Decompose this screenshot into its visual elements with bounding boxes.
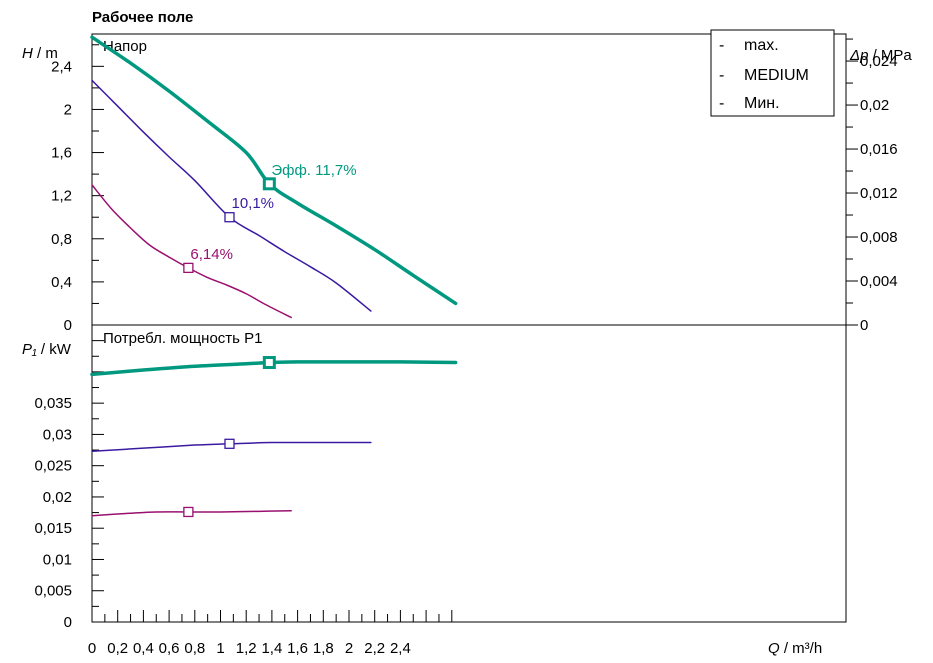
head-axis-label: H / m xyxy=(22,45,58,62)
power-axis-var: P₁ xyxy=(22,341,37,358)
x-axis-unit: / m³/h xyxy=(780,640,823,657)
pressure-tick-label: 0,024 xyxy=(860,53,898,70)
legend: - max. - MEDIUM - Мин. xyxy=(710,29,835,117)
legend-label-medium: MEDIUM xyxy=(744,67,809,84)
head-y-tick-label: 0,8 xyxy=(51,231,72,248)
legend-dash-min: - xyxy=(719,95,724,112)
power-operating-point-max xyxy=(262,356,276,370)
head-y-tick-label: 1,2 xyxy=(51,188,72,205)
power-axis-label: P₁ / kW xyxy=(22,341,72,358)
head-operating-point-min xyxy=(183,262,194,274)
pressure-axis-var: Δp xyxy=(849,47,868,64)
pressure-tick-label: 0,02 xyxy=(860,97,889,114)
pressure-tick-label: 0,004 xyxy=(860,273,898,290)
pressure-tick-label: 0,008 xyxy=(860,229,898,246)
x-tick-label: 0,4 xyxy=(133,640,154,657)
head-efficiency-label-medium: 10,1% xyxy=(231,195,274,212)
head-axis-var: H xyxy=(22,45,33,62)
power-operating-point-medium xyxy=(224,438,235,449)
power-axis-unit: / kW xyxy=(37,341,72,358)
x-axis-label: Q / m³/h xyxy=(768,640,822,657)
head-y-tick-label: 2,4 xyxy=(51,58,72,75)
power-y-tick-label: 0,025 xyxy=(34,458,72,475)
x-tick-label: 0,6 xyxy=(159,640,180,657)
head-operating-point-max xyxy=(262,177,276,191)
head-y-tick-label: 1,6 xyxy=(51,145,72,162)
power-panel-title: Потребл. мощность P1 xyxy=(103,330,263,347)
head-y-tick-label: 0,4 xyxy=(51,274,72,291)
legend-label-max: max. xyxy=(744,37,779,54)
power-y-tick-label: 0,01 xyxy=(43,551,72,568)
x-tick-label: 0,8 xyxy=(184,640,205,657)
legend-dash-medium: - xyxy=(719,67,724,84)
power-panel-frame xyxy=(91,324,847,623)
x-tick-label: 1 xyxy=(216,640,224,657)
x-tick-label: 2,4 xyxy=(390,640,411,657)
head-efficiency-label-min: 6,14% xyxy=(190,246,233,263)
pressure-tick-label: 0,016 xyxy=(860,141,898,158)
x-tick-label: 0,2 xyxy=(107,640,128,657)
power-y-tick-label: 0,015 xyxy=(34,520,72,537)
head-axis-unit: / m xyxy=(33,45,58,62)
x-tick-label: 1,6 xyxy=(287,640,308,657)
power-operating-point-min xyxy=(183,506,194,518)
power-y-tick-label: 0 xyxy=(64,614,72,631)
head-panel-title: Напор xyxy=(103,38,147,55)
chart-title: Рабочее поле xyxy=(92,9,193,26)
head-efficiency-label-max: Эфф. 11,7% xyxy=(271,162,356,179)
head-y-tick-label: 2 xyxy=(64,101,72,118)
x-tick-label: 1,8 xyxy=(313,640,334,657)
legend-dash-max: - xyxy=(719,37,724,54)
pressure-axis-unit: / MPa xyxy=(868,47,912,64)
legend-box xyxy=(710,29,835,117)
ticks-layer: 0 0,2 0,4 0,6 0,8 1 1,2 1,4 1,6 1,8 2 2,2 2,400,40,8… xyxy=(34,38,898,657)
pressure-tick-label: 0,012 xyxy=(860,185,898,202)
series-layer: Эфф. 11,7% 10,1% 6,14% xyxy=(90,35,458,518)
pressure-axis-label: Δp / MPa xyxy=(849,47,912,64)
power-y-tick-label: 0,005 xyxy=(34,583,72,600)
x-axis-var: Q xyxy=(768,640,780,657)
x-tick-label: 1,2 xyxy=(236,640,257,657)
power-y-tick-label: 0,02 xyxy=(43,489,72,506)
head-operating-point-medium xyxy=(224,212,235,223)
head-y-tick-label: 0 xyxy=(64,317,72,334)
x-tick-label: 0 xyxy=(88,640,96,657)
x-tick-label: 1,4 xyxy=(261,640,282,657)
legend-label-min: Мин. xyxy=(744,95,780,112)
power-y-tick-label: 0,03 xyxy=(43,426,72,443)
pressure-tick-label: 0 xyxy=(860,317,868,334)
x-tick-label: 2 xyxy=(345,640,353,657)
x-tick-label: 2,2 xyxy=(364,640,385,657)
power-y-tick-label: 0,035 xyxy=(34,395,72,412)
